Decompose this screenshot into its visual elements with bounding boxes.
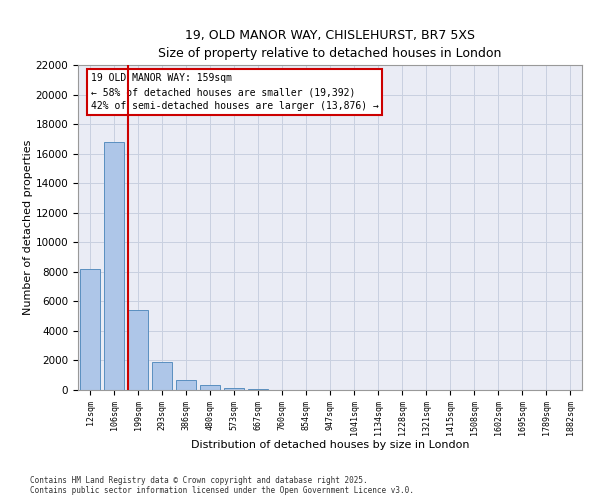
- Bar: [128, 310, 148, 390]
- Text: 19 OLD MANOR WAY: 159sqm
← 58% of detached houses are smaller (19,392)
42% of se: 19 OLD MANOR WAY: 159sqm ← 58% of detach…: [91, 73, 379, 111]
- X-axis label: Distribution of detached houses by size in London: Distribution of detached houses by size …: [191, 440, 469, 450]
- Bar: [152, 362, 172, 390]
- Bar: [80, 269, 100, 390]
- Bar: [248, 389, 268, 390]
- Bar: [176, 380, 196, 390]
- Bar: [200, 386, 220, 390]
- Text: Contains HM Land Registry data © Crown copyright and database right 2025.
Contai: Contains HM Land Registry data © Crown c…: [30, 476, 414, 495]
- Bar: [224, 388, 244, 390]
- Bar: [104, 142, 124, 390]
- Y-axis label: Number of detached properties: Number of detached properties: [23, 140, 33, 315]
- Title: 19, OLD MANOR WAY, CHISLEHURST, BR7 5XS
Size of property relative to detached ho: 19, OLD MANOR WAY, CHISLEHURST, BR7 5XS …: [158, 28, 502, 60]
